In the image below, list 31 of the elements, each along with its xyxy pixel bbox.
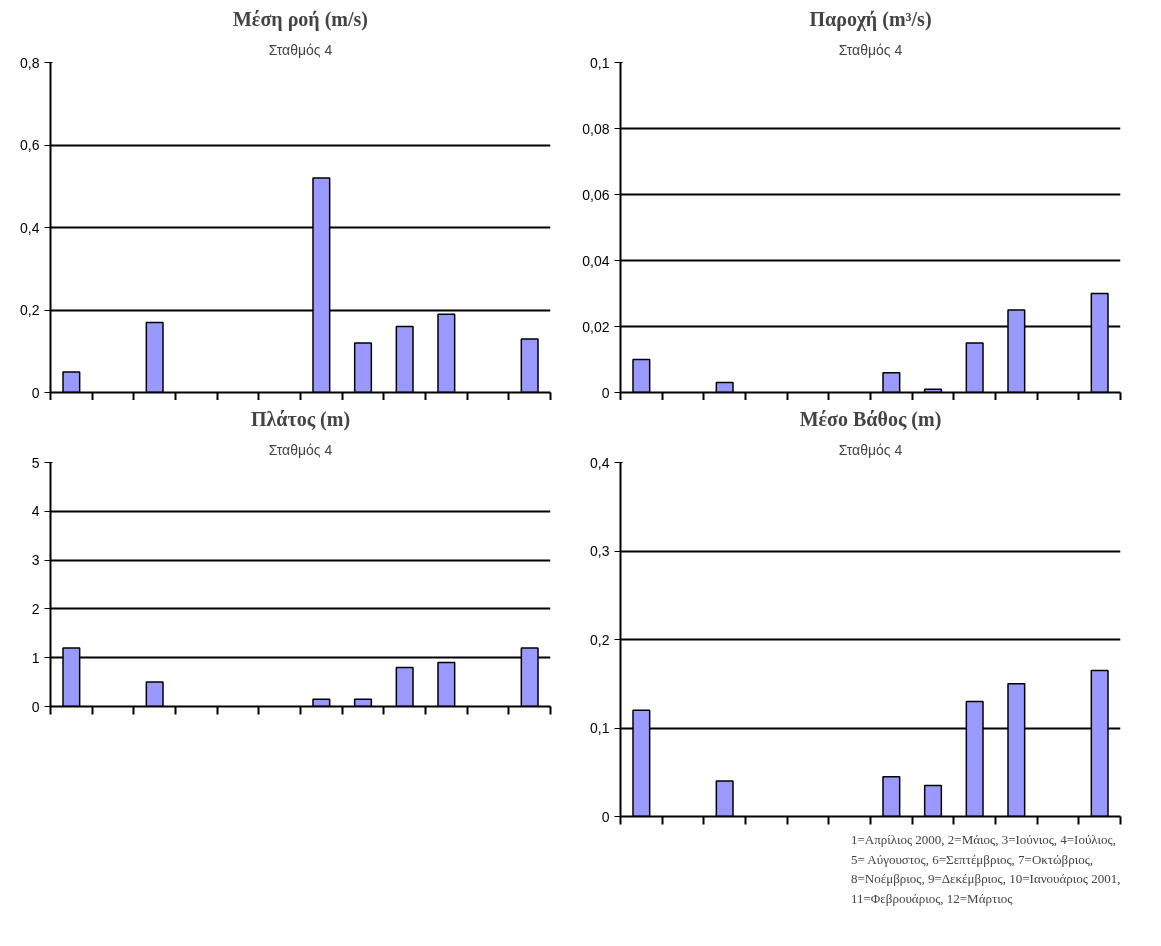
y-tick-label: 0,04: [582, 252, 610, 269]
chart-title: Παροχή (m³/s): [809, 7, 932, 31]
y-tick-label: 0,02: [582, 318, 610, 335]
chart-subtitle: Σταθμός 4: [838, 41, 903, 58]
y-tick-label: 0,6: [20, 137, 40, 153]
y-tick-label: 1: [31, 649, 40, 666]
y-tick-label: 0,08: [582, 120, 610, 137]
y-tick-label: 0,06: [582, 186, 610, 203]
y-tick-label: 0,2: [590, 631, 610, 648]
y-tick-label: 0,4: [20, 219, 40, 236]
y-tick-label: 4: [31, 503, 40, 520]
y-tick-label: 0,4: [590, 454, 610, 471]
y-tick-label: 0: [31, 384, 40, 401]
y-tick-label: 0,2: [20, 302, 40, 318]
chart-title: Πλάτος (m): [250, 407, 351, 431]
chart-subtitle: Σταθμός 4: [268, 441, 333, 458]
chart-title: Μέσο Βάθος (m): [799, 407, 942, 431]
y-tick-label: 0: [601, 808, 610, 825]
y-tick-label: 0: [601, 384, 610, 401]
chart-subtitle: Σταθμός 4: [838, 441, 903, 458]
y-tick-label: 3: [31, 552, 40, 569]
y-tick-label: 0,3: [590, 543, 610, 559]
y-tick-label: 0,8: [20, 54, 40, 71]
y-tick-label: 0,1: [590, 720, 610, 736]
chart-title: Μέση ροή (m/s): [232, 7, 369, 31]
y-tick-label: 0: [31, 698, 40, 715]
chart-subtitle: Σταθμός 4: [268, 41, 333, 58]
y-tick-label: 2: [31, 600, 40, 617]
text: 1=Απρίλιος 2000, 2=Μάιος, 3=Ιούνιος, 4=Ιούλιος, 5= Αύγουστος, 6=Σεπτέμβριος, 7=Οκτώβριος, 8=Νοέμβριος, 9=Δεκέμβριος, 10=Ιανουάριος 2001, 11=Φεβρουάριος, 12=Μάρτιος: [851, 832, 1121, 906]
y-tick-label: 5: [31, 454, 40, 471]
y-tick-label: 0,1: [590, 54, 610, 71]
